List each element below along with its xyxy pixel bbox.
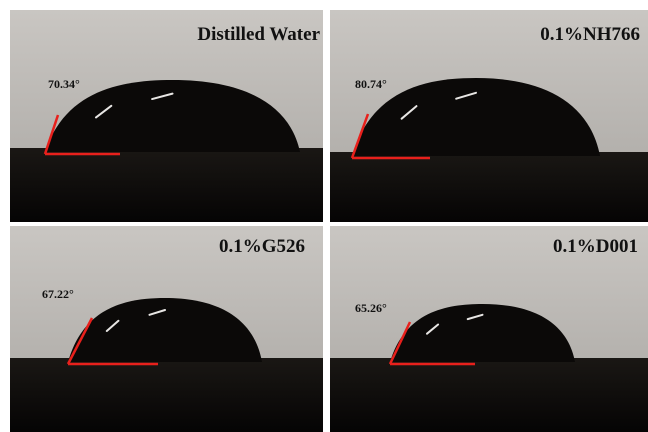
panel: 70.34° Distilled Water: [10, 10, 323, 222]
panel-title: Distilled Water: [197, 24, 320, 45]
contact-angle: 70.34°: [48, 77, 80, 91]
panel: 67.22° 0.1%G526: [10, 226, 323, 432]
panel-title: 0.1%NH766: [540, 24, 640, 45]
panel: 65.26° 0.1%D001: [330, 226, 648, 432]
contact-angle-figure: 70.34° Distilled Water 80.74° 0.1%NH766 67.2…: [0, 0, 648, 432]
contact-angle: 67.22°: [42, 287, 74, 301]
panel: 80.74° 0.1%NH766: [330, 10, 648, 222]
panel-title: 0.1%G526: [219, 236, 305, 257]
substrate: [330, 152, 648, 222]
substrate: [10, 358, 323, 432]
contact-angle: 65.26°: [355, 301, 387, 315]
substrate: [10, 148, 323, 222]
panel-title: 0.1%D001: [553, 236, 638, 257]
substrate: [330, 358, 648, 432]
contact-angle: 80.74°: [355, 77, 387, 91]
